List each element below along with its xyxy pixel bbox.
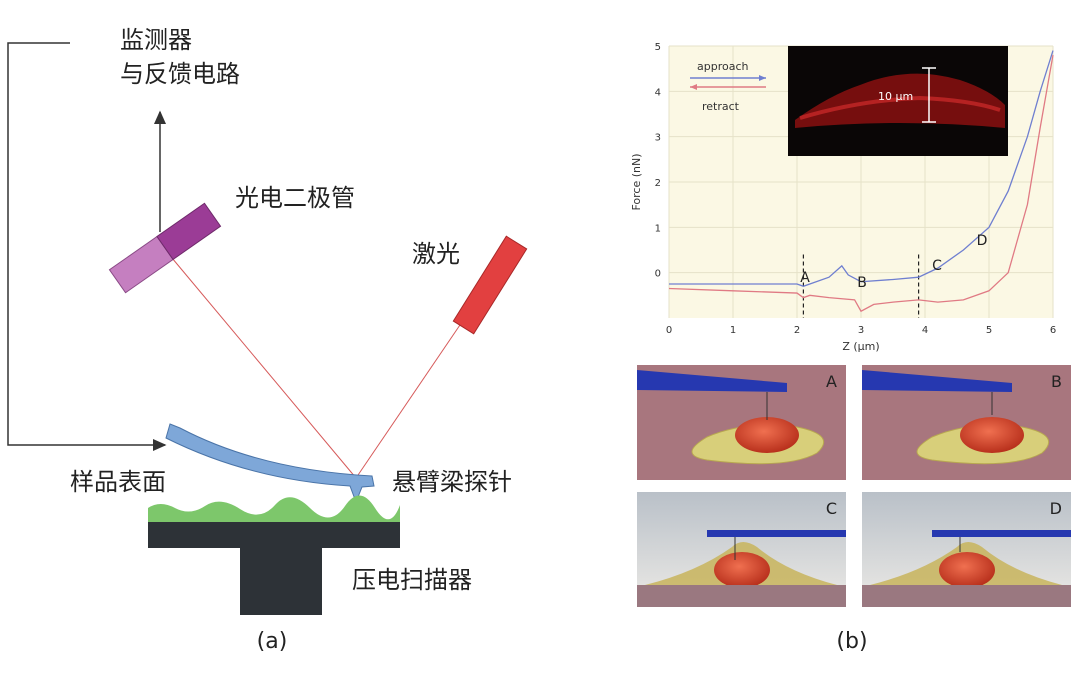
series-line [669,50,1054,287]
cantilever [637,370,787,392]
panel-label: A [826,372,837,391]
x-tick-label: 6 [1050,325,1056,336]
label: 样品表面 [70,468,166,496]
sample-surface [148,495,400,522]
x-tick-label: 5 [986,325,992,336]
legend-arrowhead [690,84,697,90]
y-tick-label: 1 [655,223,661,234]
cantilever [707,530,846,537]
diagram-a: 监测器 与反馈电路 光电二极管 激光 样品表面 悬臂梁探针 压电扫描器 (a) [7,26,528,654]
y-tick-label: 2 [655,178,661,189]
inset-label: 10 μm [878,90,913,103]
x-tick-label: 2 [794,325,800,336]
y-tick-label: 4 [655,87,661,98]
inset-image: 10 μm [788,46,1008,156]
nucleus [939,552,995,588]
x-tick-label: 3 [858,325,864,336]
reflected-beam [171,257,357,479]
scanner-top [148,522,400,548]
substrate [637,585,846,607]
point-annotation: C [932,258,942,274]
nucleus [960,417,1024,453]
caption: (b) [836,629,867,654]
y-tick-label: 0 [655,269,661,280]
label: 监测器 [120,26,192,54]
panel-label: C [826,499,837,518]
label: 压电扫描器 [352,566,472,594]
x-tick-label: 1 [730,325,736,336]
cell-panels: A B C D [637,365,1071,607]
series-line [668,54,1054,313]
y-tick-label: 5 [655,42,661,53]
legend-entry: retract [702,100,740,113]
substrate [862,585,1071,607]
photodiode [108,202,222,294]
x-axis-label: Z (μm) [842,340,879,353]
incident-beam [355,321,463,479]
point-annotation: B [857,275,867,291]
x-tick-label: 4 [922,325,928,336]
label: 激光 [412,240,460,268]
panel-label: B [1051,372,1062,391]
nucleus [714,552,770,588]
legend: approach retract [690,60,766,113]
feedback-loop [7,42,167,451]
legend-entry: approach [697,60,749,73]
label: 与反馈电路 [120,60,240,88]
cantilever [862,370,1012,392]
laser [452,235,528,335]
y-axis-label: Force (nN) [630,153,643,210]
cantilever [165,423,375,504]
point-annotation: D [977,233,988,249]
scanner-stem [240,548,322,615]
caption: (a) [257,629,288,654]
nucleus [735,417,799,453]
label: 光电二极管 [235,184,355,212]
legend-arrowhead [759,75,766,81]
cantilever [932,530,1071,537]
y-tick-label: 3 [655,133,661,144]
label: 悬臂梁探针 [392,468,512,496]
x-tick-label: 0 [666,325,672,336]
panel-label: D [1050,499,1062,518]
point-annotation: A [800,270,810,286]
